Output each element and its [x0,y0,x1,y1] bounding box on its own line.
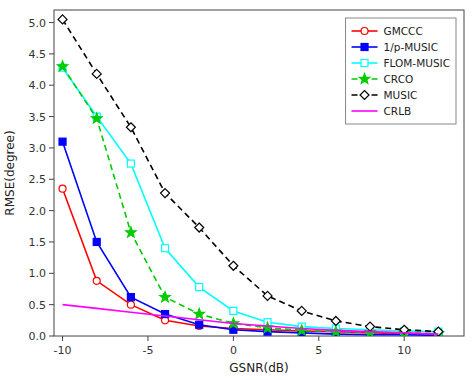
y-tick-label: 1.5 [29,236,47,249]
point [262,322,272,332]
y-tick [49,179,54,180]
point [126,123,135,132]
legend-label: CRLB [384,105,412,117]
y-tick-label: 2.0 [29,205,47,218]
y-tick-label: 5.0 [29,17,47,30]
legend-marker [360,91,369,100]
y-tick [49,304,54,305]
y-tick [49,85,54,86]
y-tick-label: 3.5 [29,111,47,124]
legend-box [346,18,456,124]
legend-label: CRCO [384,73,414,85]
point [296,325,306,335]
x-tick [62,336,63,341]
series-line [63,189,439,334]
y-tick [49,22,54,23]
series-line [63,305,439,334]
legend-label: GMCCC [384,25,423,37]
x-tick-label: -10 [54,344,72,357]
point [263,291,272,300]
x-tick [233,336,234,341]
point [433,328,443,336]
point [230,307,237,314]
point [196,284,203,291]
y-tick [49,210,54,211]
legend-marker [361,44,368,51]
point [229,261,238,270]
point [58,15,67,24]
point [126,227,136,237]
point [297,306,306,315]
point [91,113,101,123]
point [93,277,100,284]
legend-label: FLOM-MUSIC [384,57,450,69]
x-tick [318,336,319,341]
y-axis-label: RMSE(degree) [3,130,17,215]
point [162,245,169,252]
point [195,223,204,232]
y-tick [49,147,54,148]
series-line [63,142,439,336]
plot-frame [54,10,464,336]
y-tick [49,336,54,337]
x-tick [404,336,405,341]
x-tick-label: 10 [397,344,411,357]
point [57,61,67,71]
y-tick-label: 4.0 [29,79,47,92]
legend-label: 1/p-MUSIC [384,41,439,53]
legend-marker [361,60,368,67]
y-tick-label: 0.5 [29,299,47,312]
y-tick-label: 0.0 [29,330,47,343]
point [194,309,204,319]
y-tick-label: 1.0 [29,267,47,280]
legend-marker [359,74,369,84]
x-tick [147,336,148,341]
point [92,69,101,78]
x-tick-label: 5 [315,344,322,357]
y-tick-label: 4.5 [29,48,47,61]
legend-label: MUSIC [384,89,418,101]
legend-line [352,110,378,112]
point [366,322,375,331]
point [161,189,170,198]
x-axis-label: GSNR(dB) [229,361,288,375]
point [127,160,134,167]
point [59,138,66,145]
point [127,301,134,308]
x-tick-label: 0 [230,344,237,357]
axes: -10 -5 0 5 10 0.0 0.5 1.0 1.5 2.0 2.5 3.0 3.5 4.0 4.5 5… [29,10,465,357]
y-tick-label: 3.0 [29,142,47,155]
legend: GMCCC 1/p-MUSIC FLOM-MUSIC CRCO MUSIC CRLB [346,18,456,124]
y-tick [49,273,54,274]
point [160,292,170,302]
y-tick-label: 2.5 [29,173,47,186]
point [331,316,340,325]
y-tick [49,241,54,242]
point [196,321,203,328]
point [93,238,100,245]
y-tick [49,53,54,54]
point [59,185,66,192]
x-tick-label: -5 [142,344,153,357]
legend-marker [361,28,368,35]
chart: -10 -5 0 5 10 0.0 0.5 1.0 1.5 2.0 2.5 3.0 3.5 4.0 4.5 5… [0,0,474,380]
point [127,294,134,301]
y-tick [49,116,54,117]
